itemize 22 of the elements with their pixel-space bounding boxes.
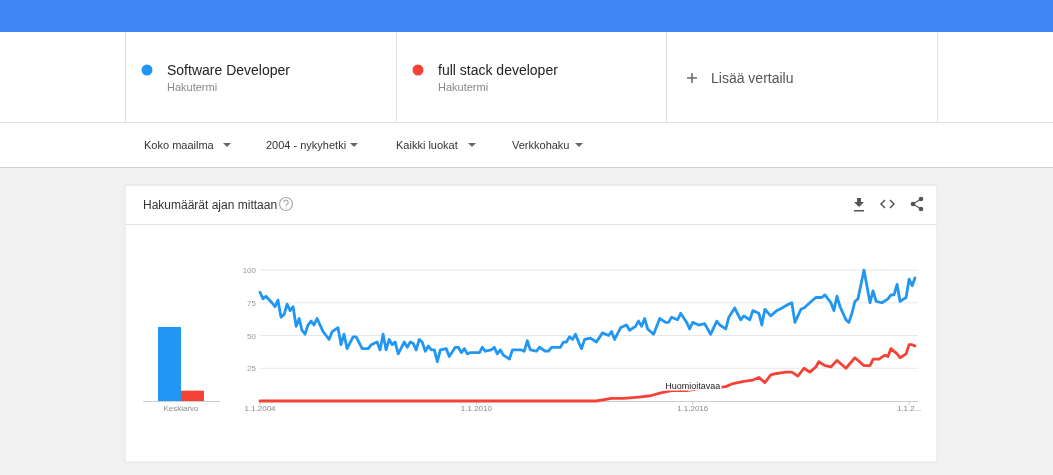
x-tick-label: 1.1.2004 [244,404,277,413]
legend-label: Software Developer [167,62,291,78]
chart-title: Hakumäärät ajan mittaan [143,198,278,212]
y-tick-label: 75 [247,298,257,308]
text: Verkkohaku [512,139,570,151]
text: 2004 - nykyhetki [266,139,347,151]
x-tick-label: Keskiarvo [163,404,200,413]
text: Hakutermi [167,81,218,93]
text: Koko maailma [144,139,215,151]
text: Hakutermi [438,81,489,93]
y-tick-label: 25 [247,364,257,374]
text: Lisää vertailu [711,70,794,86]
line-series [258,268,917,364]
text: Kaikki luokat [396,139,458,151]
line-series [258,343,917,403]
x-tick-label: 1.1.2... [896,404,922,413]
y-tick-label: 50 [247,331,257,341]
legend-label: full stack developer [438,62,559,78]
x-tick-label: 1.1.2016 [677,404,709,413]
x-tick-label: 1.1.2010 [460,404,493,413]
y-tick-label: 100 [242,266,257,275]
annotation: Huomioitavaa [665,380,721,391]
